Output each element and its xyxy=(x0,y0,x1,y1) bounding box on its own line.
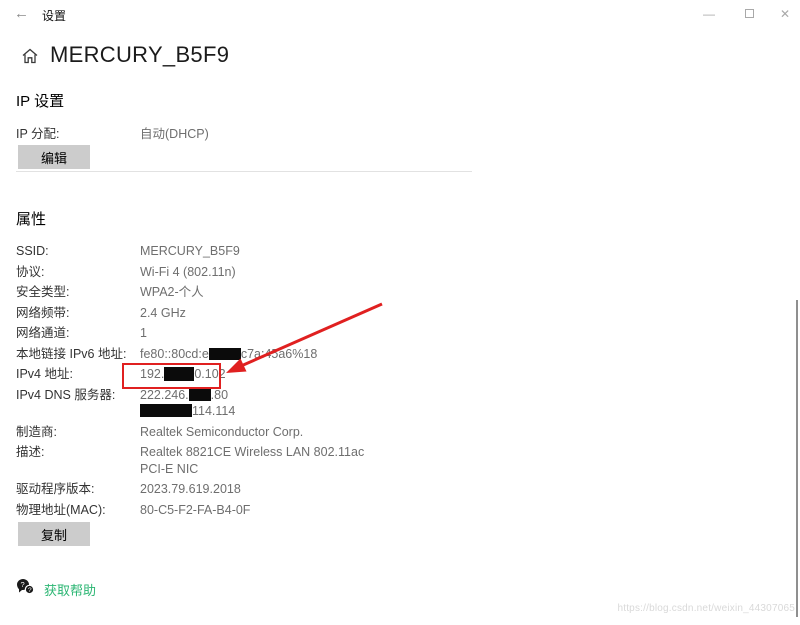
get-help-link[interactable]: 获取帮助 xyxy=(44,582,97,598)
section-divider xyxy=(16,171,472,172)
ipv6-prefix: fe80::80cd:e xyxy=(140,346,209,361)
svg-text:?: ? xyxy=(21,580,25,589)
property-label: 物理地址(MAC): xyxy=(16,502,106,517)
redaction-box xyxy=(140,404,192,417)
property-row-description: 描述: Realtek 8821CE Wireless LAN 802.11ac… xyxy=(16,444,416,477)
page-title: MERCURY_B5F9 xyxy=(50,42,230,67)
close-icon[interactable]: ✕ xyxy=(779,7,791,21)
ipv4-suffix: 0.102 xyxy=(194,367,226,381)
vertical-scrollbar[interactable] xyxy=(796,300,798,617)
property-value: 222.246. .80 114.114 xyxy=(140,387,385,420)
edit-button[interactable]: 编辑 xyxy=(18,145,90,169)
property-label: 网络通道: xyxy=(16,326,70,340)
copy-button[interactable]: 复制 xyxy=(18,522,90,546)
dns1-prefix: 222.246. xyxy=(140,387,189,402)
property-label: 网络频带: xyxy=(16,305,70,320)
property-value: 192. 0.102 xyxy=(140,366,385,383)
property-label: 本地链接 IPv6 地址: xyxy=(16,346,127,361)
property-row-ssid: SSID: MERCURY_B5F9 xyxy=(16,243,416,260)
home-icon xyxy=(21,47,39,70)
redaction-box xyxy=(208,347,241,360)
property-value: 2023.79.619.2018 xyxy=(140,482,241,496)
property-value: 80-C5-F2-FA-B4-0F xyxy=(140,502,251,517)
dns1-suffix: .80 xyxy=(210,387,229,402)
back-button[interactable]: ← xyxy=(14,5,29,22)
dns-line2: 114.114 xyxy=(140,403,385,420)
property-value: WPA2-个人 xyxy=(140,285,204,299)
properties-heading: 属性 xyxy=(16,211,47,228)
property-value: Realtek Semiconductor Corp. xyxy=(140,424,304,439)
watermark-text: https://blog.csdn.net/weixin_44307065 xyxy=(617,603,795,614)
property-label: 安全类型: xyxy=(16,285,70,299)
property-row-manufacturer: 制造商: Realtek Semiconductor Corp. xyxy=(16,424,416,441)
ip-assignment-value: 自动(DHCP) xyxy=(140,127,209,141)
property-label: IPv4 地址: xyxy=(16,367,73,381)
minimize-icon[interactable]: — xyxy=(703,7,715,21)
property-value: Wi-Fi 4 (802.11n) xyxy=(140,264,236,279)
properties-table: SSID: MERCURY_B5F9 协议: Wi-Fi 4 (802.11n)… xyxy=(16,243,416,522)
property-row-ipv4: IPv4 地址: 192. 0.102 xyxy=(16,366,416,383)
property-row-channel: 网络通道: 1 xyxy=(16,325,416,342)
property-label: IPv4 DNS 服务器: xyxy=(16,387,116,402)
property-label: 协议: xyxy=(16,264,45,279)
maximize-box-glyph xyxy=(744,9,754,18)
dns2-suffix: 114.114 xyxy=(192,404,236,418)
property-row-ipv6: 本地链接 IPv6 地址: fe80::80cd:e c7a:45a6%18 xyxy=(16,346,416,363)
dns-line1: 222.246. .80 xyxy=(140,387,385,404)
ipv4-prefix: 192. xyxy=(140,367,165,381)
property-value: fe80::80cd:e c7a:45a6%18 xyxy=(140,346,385,363)
property-row-mac: 物理地址(MAC): 80-C5-F2-FA-B4-0F xyxy=(16,502,416,519)
property-row-band: 网络频带: 2.4 GHz xyxy=(16,305,416,322)
property-row-dns: IPv4 DNS 服务器: 222.246. .80 114.114 xyxy=(16,387,416,420)
property-value: 1 xyxy=(140,326,147,340)
property-label: 驱动程序版本: xyxy=(16,482,95,496)
maximize-icon[interactable] xyxy=(734,4,764,24)
property-value: MERCURY_B5F9 xyxy=(140,244,240,258)
property-row-driver: 驱动程序版本: 2023.79.619.2018 xyxy=(16,481,416,498)
redaction-box xyxy=(164,367,195,381)
svg-text:?: ? xyxy=(28,587,32,594)
property-value: Realtek 8821CE Wireless LAN 802.11ac PCI… xyxy=(140,445,365,476)
property-label: SSID: xyxy=(16,244,49,258)
redaction-box xyxy=(188,388,211,401)
property-row-protocol: 协议: Wi-Fi 4 (802.11n) xyxy=(16,264,416,281)
ip-settings-heading: IP 设置 xyxy=(16,93,65,110)
ipv6-suffix: c7a:45a6%18 xyxy=(240,346,318,361)
ip-assignment-label: IP 分配: xyxy=(16,127,60,141)
property-row-security: 安全类型: WPA2-个人 xyxy=(16,284,416,301)
get-help-icon: ? ? xyxy=(16,578,35,600)
property-label: 描述: xyxy=(16,445,45,459)
app-title: 设置 xyxy=(42,9,67,23)
get-help-row[interactable]: ? ? 获取帮助 xyxy=(16,578,96,600)
property-label: 制造商: xyxy=(16,424,57,439)
property-value: 2.4 GHz xyxy=(140,305,186,320)
